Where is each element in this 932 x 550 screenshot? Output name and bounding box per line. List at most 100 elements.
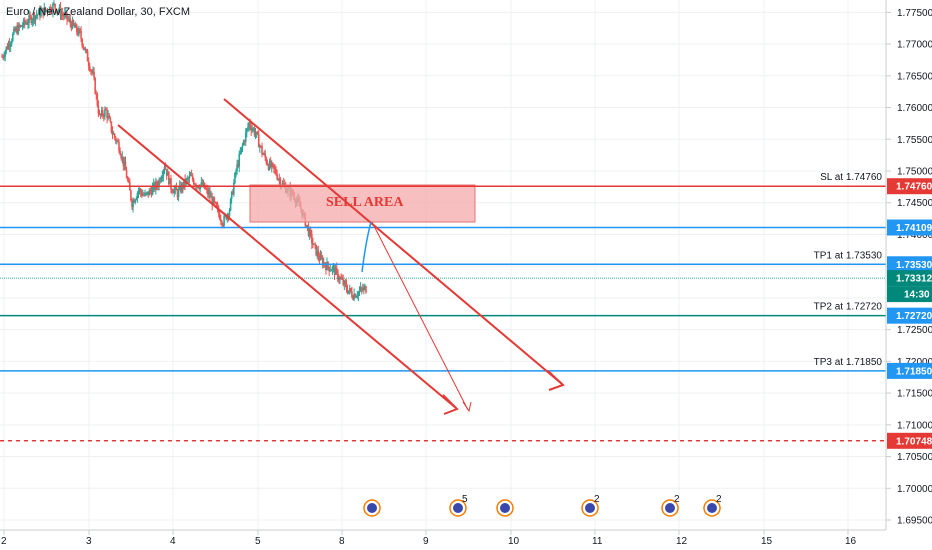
candle-body[interactable]	[223, 215, 225, 226]
candle-body[interactable]	[183, 179, 185, 188]
candle-body[interactable]	[30, 16, 33, 23]
candle-body[interactable]	[97, 105, 100, 114]
candle-body[interactable]	[261, 146, 263, 155]
candle-body[interactable]	[348, 288, 351, 291]
candle-body[interactable]	[357, 291, 360, 296]
candle-body[interactable]	[208, 192, 210, 195]
candle-body[interactable]	[270, 162, 273, 168]
candle-body[interactable]	[216, 206, 219, 208]
candle-body[interactable]	[210, 196, 212, 198]
candle-body[interactable]	[6, 46, 9, 49]
candle-body[interactable]	[88, 65, 91, 71]
candle-body[interactable]	[137, 190, 140, 194]
candle-body[interactable]	[48, 6, 51, 13]
candle-body[interactable]	[161, 176, 164, 179]
candle-body[interactable]	[351, 291, 353, 297]
candle-body[interactable]	[186, 178, 189, 180]
candle-body[interactable]	[4, 51, 7, 57]
candle-body[interactable]	[355, 296, 358, 298]
candle-body[interactable]	[250, 127, 252, 131]
candle-body[interactable]	[273, 164, 275, 169]
candle-body[interactable]	[33, 13, 36, 21]
candle-body[interactable]	[341, 278, 343, 280]
candle-body[interactable]	[108, 115, 111, 119]
candle-body[interactable]	[359, 287, 362, 291]
candle-body[interactable]	[131, 200, 133, 208]
channel-lower-line[interactable]	[117, 124, 457, 409]
candle-body[interactable]	[276, 174, 278, 180]
candle-body[interactable]	[237, 164, 239, 167]
candle-body[interactable]	[34, 15, 37, 21]
candle-body[interactable]	[146, 191, 148, 193]
candle-body[interactable]	[317, 250, 320, 258]
candle-body[interactable]	[222, 224, 224, 226]
candle-body[interactable]	[316, 250, 319, 256]
candle-body[interactable]	[151, 186, 154, 195]
candle-body[interactable]	[121, 156, 124, 159]
candle-body[interactable]	[107, 115, 109, 119]
candle-body[interactable]	[266, 163, 269, 165]
candle-body[interactable]	[91, 70, 93, 73]
candle-body[interactable]	[238, 153, 241, 167]
candle-body[interactable]	[158, 179, 160, 188]
candle-body[interactable]	[330, 270, 333, 272]
candle-body[interactable]	[116, 140, 118, 142]
candle-body[interactable]	[61, 13, 64, 15]
candle-body[interactable]	[69, 18, 72, 24]
candle-body[interactable]	[39, 9, 41, 17]
candle-body[interactable]	[160, 178, 163, 182]
candle-body[interactable]	[315, 244, 317, 256]
candle-body[interactable]	[269, 161, 272, 168]
candle-body[interactable]	[112, 133, 115, 135]
candle-body[interactable]	[247, 127, 249, 129]
candle-body[interactable]	[96, 94, 99, 106]
candle-body[interactable]	[361, 288, 364, 291]
candle-body[interactable]	[253, 128, 256, 135]
candle-body[interactable]	[365, 286, 367, 293]
candle-body[interactable]	[339, 277, 341, 280]
candle-body[interactable]	[189, 175, 192, 177]
projection-line-up[interactable]	[361, 221, 372, 273]
candle-body[interactable]	[319, 255, 322, 261]
candle-body[interactable]	[168, 172, 170, 185]
candle-body[interactable]	[321, 258, 324, 266]
candle-body[interactable]	[84, 49, 87, 51]
candle-body[interactable]	[64, 13, 66, 17]
candle-body[interactable]	[175, 186, 178, 191]
candle-body[interactable]	[187, 178, 190, 180]
candle-body[interactable]	[90, 70, 92, 72]
candle-body[interactable]	[227, 214, 230, 217]
candle-body[interactable]	[124, 161, 127, 171]
candle-body[interactable]	[264, 153, 267, 158]
candle-body[interactable]	[134, 199, 137, 203]
candle-body[interactable]	[49, 6, 52, 12]
candle-body[interactable]	[40, 10, 42, 17]
candle-body[interactable]	[329, 270, 332, 272]
candle-body[interactable]	[230, 191, 233, 199]
candle-body[interactable]	[199, 185, 202, 189]
candle-body[interactable]	[234, 173, 236, 183]
candle-body[interactable]	[44, 7, 47, 11]
candle-body[interactable]	[246, 128, 248, 133]
candle-body[interactable]	[47, 11, 50, 13]
candle-body[interactable]	[239, 152, 242, 154]
candle-body[interactable]	[248, 122, 250, 128]
candle-body[interactable]	[22, 19, 25, 27]
candle-body[interactable]	[5, 46, 8, 52]
candle-body[interactable]	[101, 110, 104, 116]
candle-body[interactable]	[139, 189, 142, 193]
candle-body[interactable]	[120, 154, 122, 159]
candle-body[interactable]	[36, 14, 39, 16]
candle-body[interactable]	[342, 279, 345, 285]
candle-body[interactable]	[313, 243, 315, 245]
candle-body[interactable]	[356, 295, 359, 297]
candle-body[interactable]	[46, 9, 49, 12]
candle-body[interactable]	[73, 24, 76, 28]
candle-body[interactable]	[338, 279, 340, 281]
candle-body[interactable]	[125, 170, 128, 179]
candle-body[interactable]	[82, 45, 85, 48]
candle-body[interactable]	[156, 181, 158, 186]
candle-body[interactable]	[83, 47, 86, 51]
candle-body[interactable]	[320, 255, 323, 259]
candle-body[interactable]	[312, 243, 314, 245]
